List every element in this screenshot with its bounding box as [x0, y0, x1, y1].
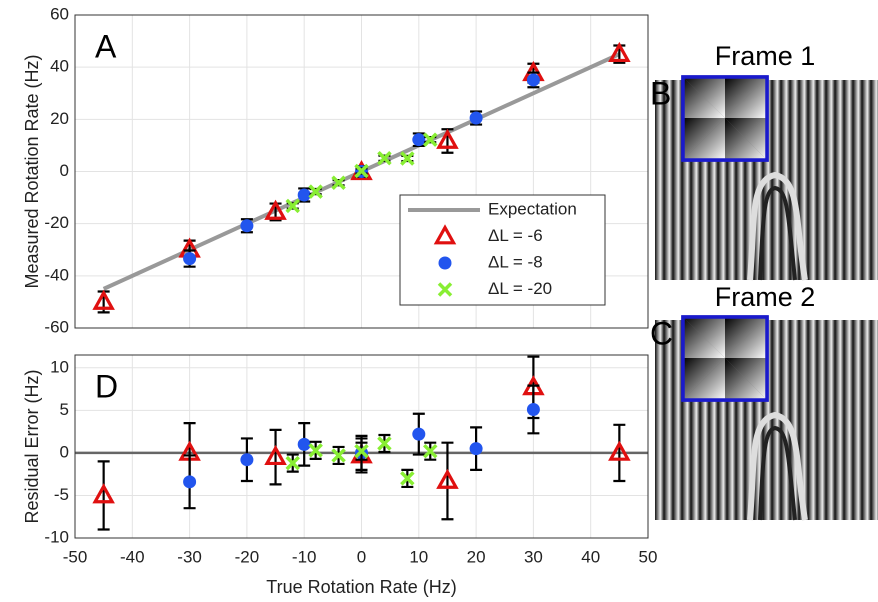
- x-tick-label: 40: [581, 547, 600, 566]
- y-tick-label: 40: [50, 57, 69, 76]
- frame-image: [655, 77, 878, 280]
- image-title: Frame 1: [715, 41, 816, 71]
- y-tick-label: 0: [60, 442, 69, 461]
- y-tick-label: -20: [44, 213, 69, 232]
- x-tick-label: -20: [235, 547, 260, 566]
- x-tick-label: 0: [357, 547, 366, 566]
- marker: [298, 188, 311, 201]
- y-tick-label: 10: [50, 357, 69, 376]
- y-tick-label: -60: [44, 317, 69, 336]
- legend-label: ΔL = -6: [488, 226, 543, 245]
- y-tick-label: 20: [50, 109, 69, 128]
- panel-label: C: [650, 315, 673, 351]
- image-title: Frame 2: [715, 282, 816, 312]
- x-tick-label: -50: [63, 547, 88, 566]
- x-tick-label: 10: [409, 547, 428, 566]
- legend-label: ΔL = -8: [488, 252, 543, 271]
- x-tick-label: -40: [120, 547, 145, 566]
- marker: [412, 428, 425, 441]
- y-tick-label: 0: [60, 161, 69, 180]
- y-axis-label: Measured Rotation Rate (Hz): [22, 54, 42, 288]
- y-tick-label: -10: [44, 527, 69, 546]
- y-tick-label: -40: [44, 265, 69, 284]
- x-tick-label: 50: [639, 547, 658, 566]
- marker: [527, 73, 540, 86]
- marker: [470, 112, 483, 125]
- marker: [240, 219, 253, 232]
- x-tick-label: 20: [467, 547, 486, 566]
- x-axis-label: True Rotation Rate (Hz): [266, 577, 456, 597]
- legend-label: ΔL = -20: [488, 279, 552, 298]
- panel-label: D: [95, 368, 118, 404]
- y-tick-label: -5: [54, 485, 69, 504]
- frame-image: [655, 317, 878, 520]
- marker: [183, 475, 196, 488]
- figure: Frame 1 Frame 2 B C -60 -40 -20 0 20 40 60 A Mea…: [0, 0, 878, 602]
- marker: [183, 252, 196, 265]
- y-tick-label: 5: [60, 400, 69, 419]
- marker: [240, 453, 253, 466]
- panel-label: A: [95, 28, 117, 64]
- y-tick-label: 60: [50, 4, 69, 23]
- y-axis-label: Residual Error (Hz): [22, 369, 42, 523]
- legend-label: Expectation: [488, 199, 577, 218]
- marker: [439, 257, 452, 270]
- marker: [470, 442, 483, 455]
- marker: [298, 438, 311, 451]
- x-tick-label: 30: [524, 547, 543, 566]
- x-tick-label: -30: [177, 547, 202, 566]
- marker: [527, 403, 540, 416]
- panel-label: B: [650, 75, 671, 111]
- x-tick-label: -10: [292, 547, 317, 566]
